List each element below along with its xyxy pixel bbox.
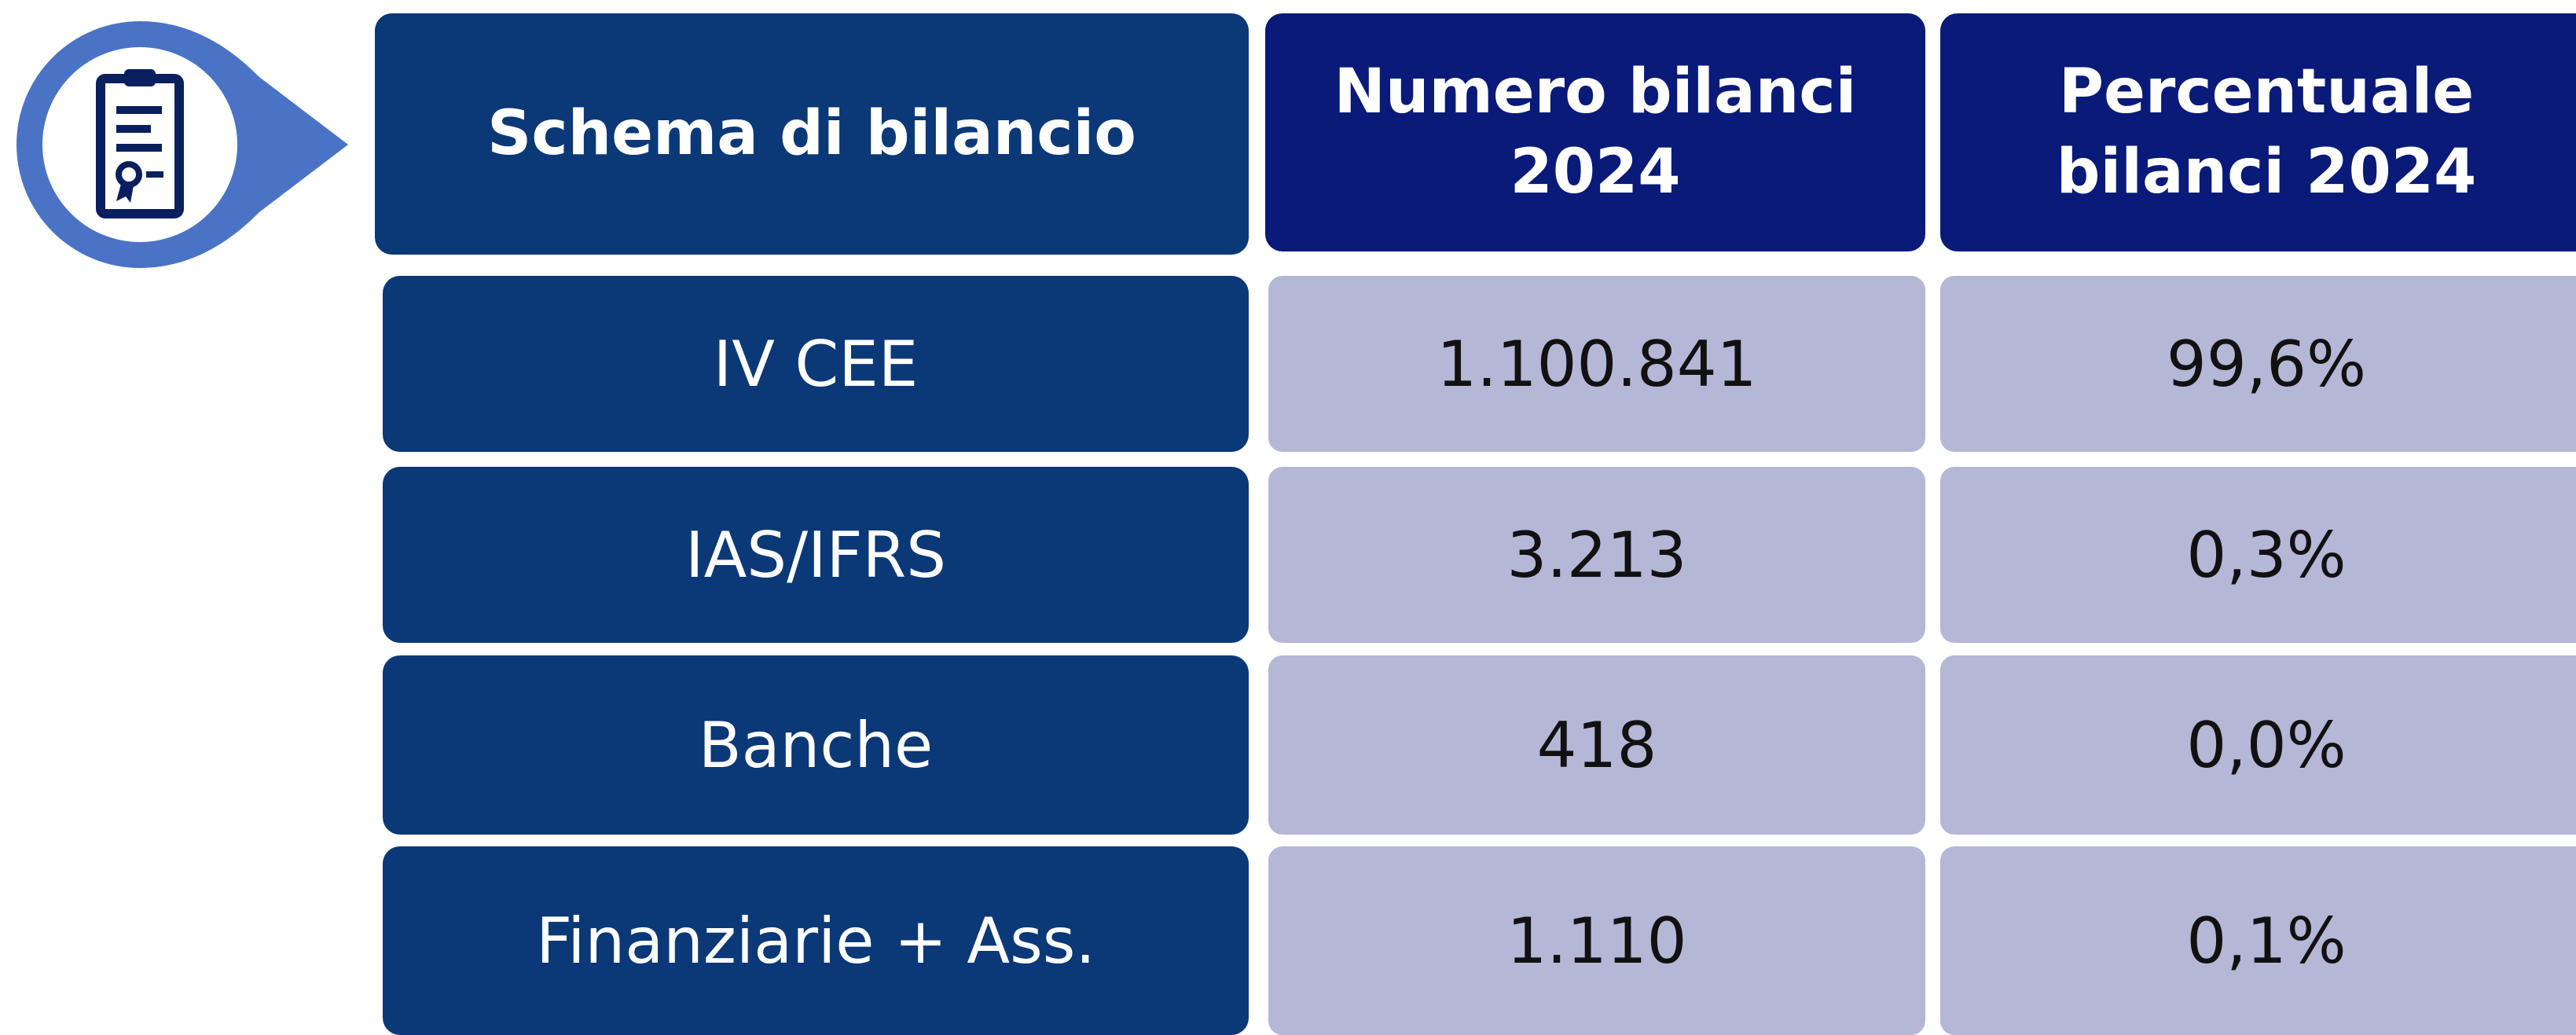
- header-cell: Numero bilanci 2024: [1265, 13, 1925, 251]
- header-cell: Schema di bilancio: [375, 13, 1249, 255]
- row-label: Banche: [383, 655, 1249, 835]
- row-label: IV CEE: [383, 276, 1249, 452]
- row-label: Finanziarie + Ass.: [383, 846, 1249, 1035]
- percent-cell: 0,1%: [1940, 846, 2576, 1035]
- percent-cell: 0,0%: [1940, 655, 2576, 835]
- percent-cell: 99,6%: [1940, 276, 2576, 452]
- count-cell: 418: [1268, 655, 1925, 835]
- count-cell: 1.110: [1268, 846, 1925, 1035]
- count-cell: 1.100.841: [1268, 276, 1925, 452]
- header-cell: Percentuale bilanci 2024: [1940, 13, 2576, 251]
- count-cell: 3.213: [1268, 467, 1925, 643]
- row-label: IAS/IFRS: [383, 467, 1249, 643]
- percent-cell: 0,3%: [1940, 467, 2576, 643]
- icon: [17, 21, 348, 268]
